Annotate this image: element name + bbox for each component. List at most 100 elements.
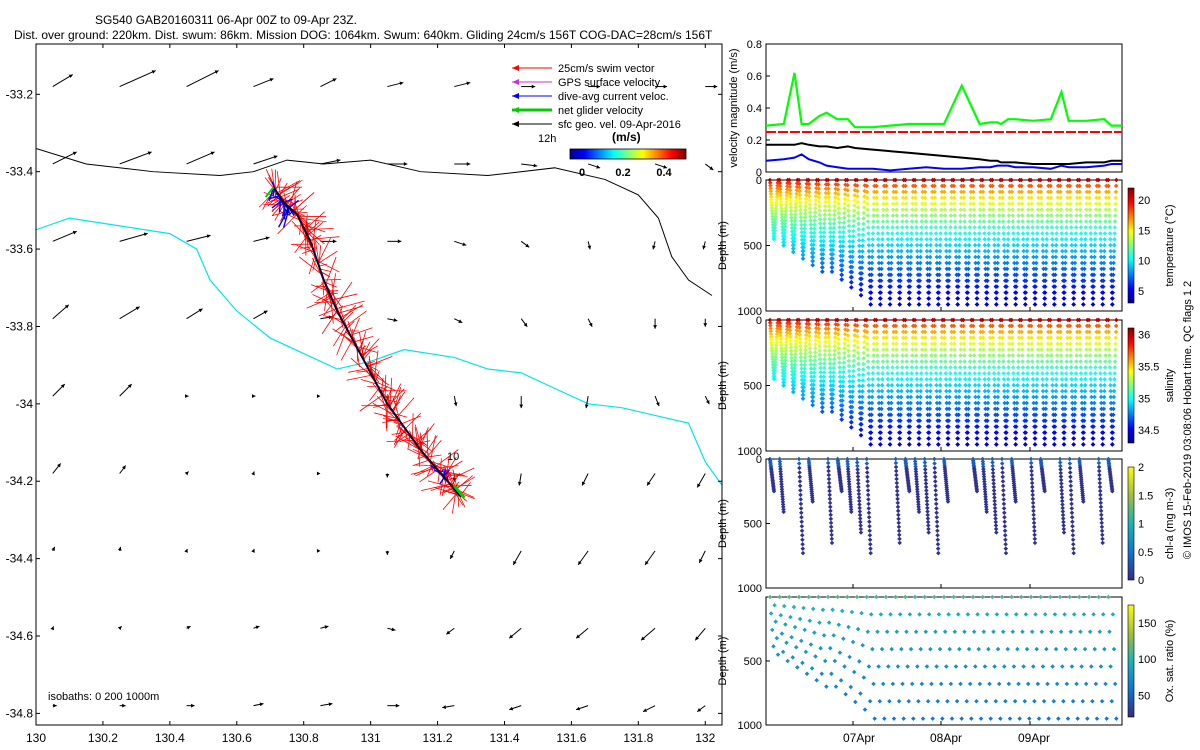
temperature-sample: [927, 266, 933, 272]
swim-vector: [306, 221, 320, 234]
temperature-sample: [859, 265, 865, 271]
dive-avg-vector: [439, 476, 445, 485]
current-vector: [385, 473, 390, 478]
swim-vector: [278, 179, 303, 196]
oxygen-ylabel: Depth (m): [717, 637, 729, 686]
swim-vector: [454, 475, 474, 491]
swim-vector: [434, 449, 459, 468]
swim-vector: [341, 304, 357, 321]
current-vector: [387, 239, 402, 244]
current-vector: [117, 546, 122, 551]
current-vector: [186, 234, 211, 242]
swim-vector: [355, 346, 360, 367]
current-vector: [119, 232, 148, 242]
current-vector: [587, 241, 592, 250]
salinity-y-tick-label: 0: [756, 315, 762, 327]
vector-head: [263, 310, 268, 315]
vector-head: [647, 481, 651, 486]
current-vector: [186, 625, 191, 630]
temperature-sample: [888, 272, 894, 278]
temperature-sample: [859, 260, 865, 265]
temperature-sample: [857, 254, 862, 260]
current-vector: [52, 74, 73, 87]
y-tick-label: -34.2: [6, 474, 34, 488]
current-vector: [698, 550, 706, 564]
vector-head: [57, 463, 61, 468]
oxygen-colorbar-tick: 100: [1138, 654, 1156, 666]
swim-vector: [341, 333, 358, 349]
x-tick-label: 131: [361, 731, 381, 745]
current-vector: [251, 471, 255, 476]
current-vector: [387, 318, 398, 322]
current-vector: [640, 627, 656, 641]
current-vector: [253, 155, 278, 165]
swim-vector: [304, 211, 325, 231]
vector-head: [143, 232, 148, 237]
chla-colorbar-tick: 0.5: [1138, 547, 1153, 559]
temperature-sample: [868, 302, 873, 307]
temperature-sample: [937, 266, 942, 272]
temperature-sample: [927, 272, 932, 278]
oxygen-colorbar-label: Ox. sat. ratio (%): [1164, 620, 1176, 703]
temperature-sample: [820, 260, 825, 266]
chla-colorbar-label: chl-a (mg m-3): [1164, 488, 1176, 560]
vector-head: [117, 626, 122, 631]
velocity-ylabel: velocity magnitude (m/s): [728, 48, 740, 167]
velocity-y-tick-label: 0.8: [747, 39, 762, 51]
swim-vector: [275, 178, 282, 191]
vector-head: [324, 625, 329, 629]
velocity-y-tick-label: 0.6: [747, 71, 762, 83]
net-glider-velocity: [453, 484, 466, 499]
temperature-sample: [879, 266, 884, 272]
velocity-y-tick-label: 0.2: [747, 135, 762, 147]
current-vector: [445, 627, 455, 635]
vector-head: [316, 471, 321, 476]
map-frame: [35, 43, 723, 726]
swim-vector: [366, 356, 393, 367]
chla-ylabel: Depth (m): [717, 499, 729, 548]
temperature-sample: [925, 260, 930, 266]
vector-head: [663, 165, 668, 169]
current-vector: [703, 318, 708, 327]
temperature-sample: [849, 269, 855, 275]
temperature-sample: [849, 274, 854, 280]
vector-head: [64, 304, 69, 309]
swim-vector: [419, 469, 438, 483]
current-vector: [653, 318, 657, 329]
swim-vector: [442, 492, 458, 510]
isobaths: [36, 147, 722, 486]
temperature-sample: [907, 278, 913, 284]
swim-vector: [440, 458, 442, 473]
swim-vector: [395, 435, 422, 451]
vector-head: [72, 230, 77, 235]
chla-colorbar: [1127, 466, 1135, 581]
legend-arrowhead: [512, 121, 519, 127]
time-tick-09apr: 09Apr: [1018, 731, 1050, 745]
current-vector: [581, 473, 589, 486]
temperature-sample: [859, 282, 864, 287]
vector-head: [60, 384, 65, 388]
swim-vector: [361, 338, 380, 358]
current-vector: [52, 383, 66, 397]
temperature-sample: [878, 296, 883, 301]
temperature-sample: [810, 262, 815, 268]
current-vector: [320, 78, 337, 88]
legend-label: sfc geo. vel. 09-Apr-2016: [558, 119, 681, 131]
temperature-sample: [858, 293, 864, 298]
vector-shaft: [253, 78, 274, 88]
vector-head: [122, 703, 126, 708]
temperature-colorbar-tick: 10: [1138, 256, 1150, 268]
current-vector: [512, 550, 522, 566]
time-tick-07apr: 07Apr: [843, 731, 875, 745]
track-label-start: 0: [286, 206, 292, 218]
salinity-colorbar-tick: 34.5: [1138, 425, 1159, 437]
temperature-sample: [830, 260, 835, 266]
legend-arrowhead: [512, 79, 519, 85]
swim-vector: [360, 378, 377, 385]
legend-label: dive-avg current veloc.: [558, 91, 669, 103]
colorbar-title: (m/s): [612, 130, 641, 144]
swim-vector: [446, 467, 475, 482]
swim-vector: [414, 427, 419, 448]
swim-vector: [334, 281, 353, 307]
